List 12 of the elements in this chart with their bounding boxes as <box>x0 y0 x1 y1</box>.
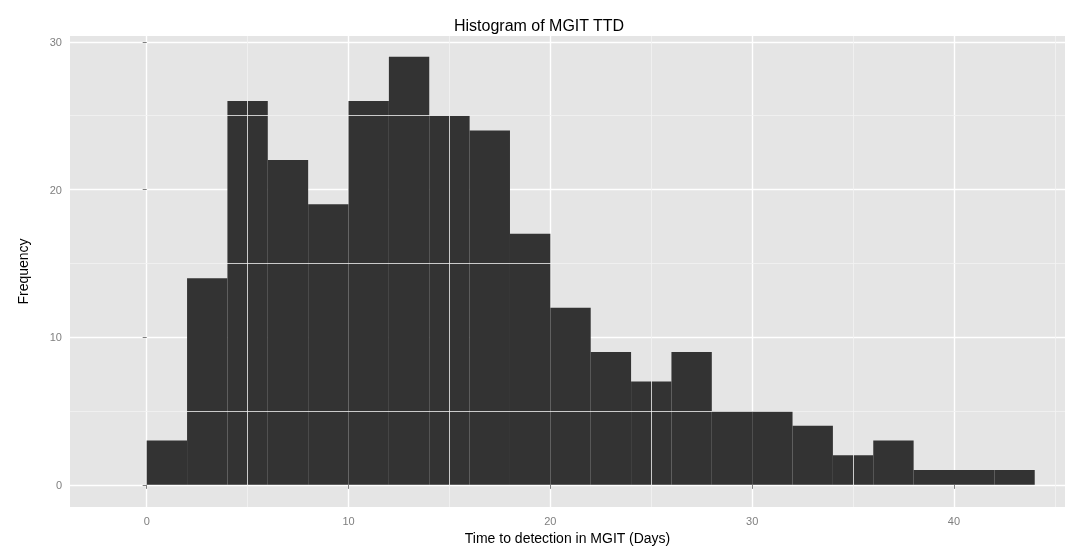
x-tick-label: 0 <box>143 514 150 527</box>
x-tick-label: 40 <box>947 514 961 527</box>
y-tick-label: 30 <box>49 35 62 48</box>
y-tick-label: 0 <box>55 478 62 491</box>
x-tick-label: 20 <box>544 514 557 527</box>
y-tick-label: 10 <box>49 331 62 344</box>
chart-title: Histogram of MGIT TTD <box>453 16 625 34</box>
x-tick-label: 30 <box>746 514 759 527</box>
y-tick-label: 20 <box>49 183 62 196</box>
y-axis-title: Frequency <box>15 238 31 305</box>
x-tick-label: 10 <box>342 514 355 527</box>
x-axis-title: Time to detection in MGIT (Days) <box>464 529 671 546</box>
